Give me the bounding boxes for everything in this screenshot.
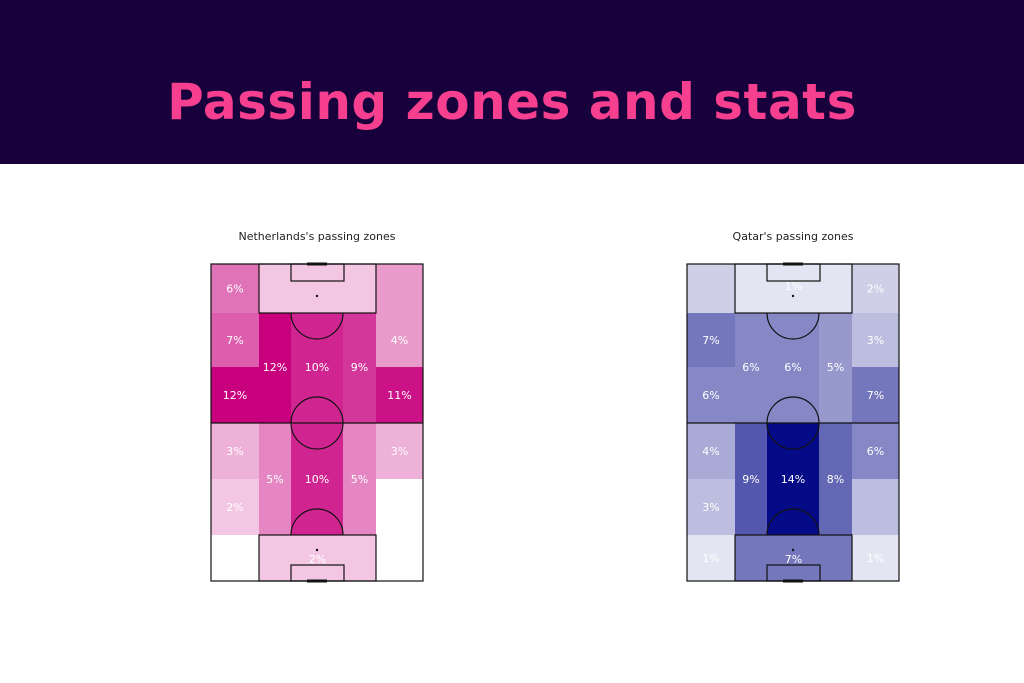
zone-label: 2%: [309, 553, 326, 566]
zone-cell: [259, 535, 376, 581]
netherlands-chart-title: Netherlands's passing zones: [238, 230, 396, 243]
zone-cell: [211, 479, 259, 535]
zone-cell: [819, 313, 852, 367]
zone-cell: [687, 423, 735, 479]
qatar-pitch: 1% 2% 7% 6% 6% 5% 3% 6% 7% 4% 9% 14% 8% 6% 3% 1% 7% 1%: [686, 262, 900, 583]
zone-cell: [376, 313, 423, 367]
zone-cell: [735, 367, 767, 423]
zone-label: 6%: [867, 445, 884, 458]
zone-label: 14%: [781, 473, 805, 486]
zone-label: 4%: [391, 334, 408, 347]
zone-label: 9%: [742, 473, 759, 486]
zone-cell: [291, 313, 343, 367]
zone-label: 2%: [226, 501, 243, 514]
zone-label: 11%: [387, 389, 411, 402]
zone-label: 7%: [867, 389, 884, 402]
zone-cell: [687, 479, 735, 535]
zone-cell: [376, 264, 423, 313]
zone-cell: [343, 423, 376, 479]
zone-cell: [852, 264, 899, 313]
zone-cell: [376, 479, 423, 535]
zone-cell: [343, 479, 376, 535]
zone-cell: [735, 313, 767, 367]
zone-label: 6%: [226, 283, 243, 296]
zone-cell: [819, 423, 852, 479]
zone-label: 5%: [266, 473, 283, 486]
qatar-chart-title: Qatar's passing zones: [732, 230, 854, 243]
zone-label: 3%: [391, 445, 408, 458]
zone-label: 7%: [785, 553, 802, 566]
zone-cell: [852, 479, 899, 535]
zone-cell: [211, 423, 259, 479]
zone-label: 5%: [351, 473, 368, 486]
zone-cell: [291, 367, 343, 423]
zone-cell: [735, 535, 852, 581]
zone-label: 8%: [827, 473, 844, 486]
zone-cell: [767, 423, 819, 479]
zone-label: 5%: [827, 361, 844, 374]
zone-cell: [735, 423, 767, 479]
zone-cell: [376, 367, 423, 423]
zone-label: 1%: [702, 552, 719, 565]
zone-cell: [735, 479, 767, 535]
zone-cell: [852, 313, 899, 367]
zone-cell: [687, 313, 735, 367]
netherlands-pitch: 6% 7% 12% 10% 9% 4% 12% 11% 3% 5% 10% 5% 3% 2% 0% 2% 0%: [210, 262, 424, 583]
zone-label: 0%: [226, 552, 243, 565]
zone-cell: [259, 479, 291, 535]
zone-cell: [343, 367, 376, 423]
zone-label: 3%: [226, 445, 243, 458]
zone-cell: [852, 367, 899, 423]
zone-label: 6%: [784, 361, 801, 374]
zone-cell: [343, 313, 376, 367]
zone-cell: [819, 479, 852, 535]
zone-label: 7%: [702, 334, 719, 347]
zone-label: 6%: [742, 361, 759, 374]
zone-cell: [259, 423, 291, 479]
zone-cell: [259, 264, 376, 313]
zone-cell: [687, 367, 735, 423]
zone-cell: [211, 367, 259, 423]
zone-label: 0%: [391, 552, 408, 565]
zone-cell: [291, 423, 343, 479]
zone-cell: [819, 367, 852, 423]
zone-label: 1%: [785, 280, 802, 293]
zone-cell: [687, 264, 735, 313]
zone-label: 12%: [263, 361, 287, 374]
zone-cell: [259, 367, 291, 423]
zone-label: 7%: [226, 334, 243, 347]
zone-cell: [211, 535, 259, 581]
zone-label: 10%: [305, 361, 329, 374]
zone-cell: [376, 423, 423, 479]
zone-cell: [735, 264, 852, 313]
zone-label: 4%: [702, 445, 719, 458]
zone-label: 3%: [702, 501, 719, 514]
page-title: Passing zones and stats: [167, 73, 857, 131]
zone-cell: [767, 313, 819, 367]
zone-label: 12%: [223, 389, 247, 402]
zone-cell: [259, 313, 291, 367]
zone-label: 2%: [867, 283, 884, 296]
zone-cell: [291, 479, 343, 535]
zone-cell: [376, 535, 423, 581]
zone-label: 3%: [867, 334, 884, 347]
page-header: Passing zones and stats: [0, 0, 1024, 164]
zone-cell: [211, 264, 259, 313]
zone-cell: [852, 535, 899, 581]
zone-cell: [852, 423, 899, 479]
zone-label: 10%: [305, 473, 329, 486]
zone-cell: [687, 535, 735, 581]
zone-label: 9%: [351, 361, 368, 374]
zone-label: 6%: [702, 389, 719, 402]
zone-cell: [211, 313, 259, 367]
zone-label: 1%: [867, 552, 884, 565]
zone-cell: [767, 367, 819, 423]
zone-cell: [767, 479, 819, 535]
